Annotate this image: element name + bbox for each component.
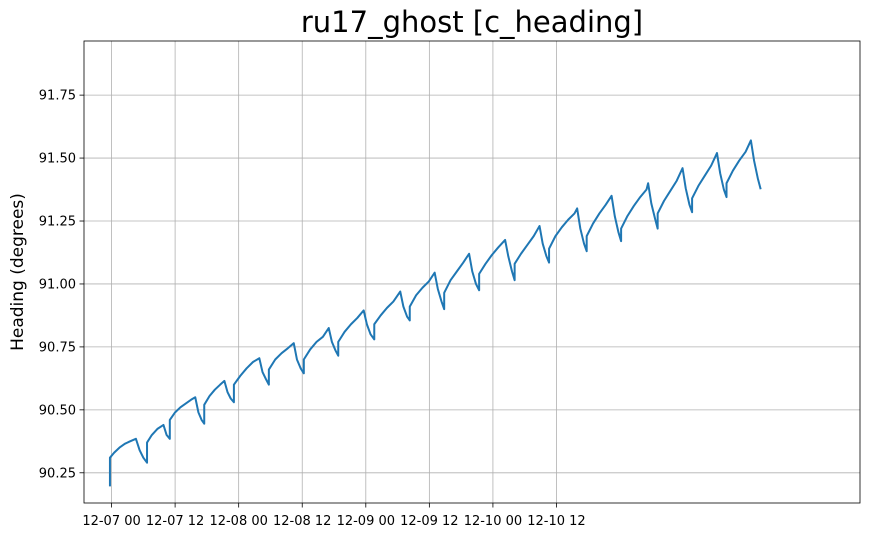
ticks: 12-07 00 12-07 12 12-08 00 12-08 12 12-09 00… <box>39 89 586 529</box>
series-layer <box>108 139 762 487</box>
grid <box>84 41 860 503</box>
y-tick-label: 90.75 <box>39 340 76 355</box>
y-tick-label: 91.50 <box>39 152 76 167</box>
x-tick-label: 12-07 00 <box>82 514 140 529</box>
plot-frame <box>83 40 861 504</box>
x-tick-label: 12-10 12 <box>527 514 585 529</box>
y-axis-title: Heading (degrees) <box>8 193 28 351</box>
y-tick-label: 91.25 <box>39 215 76 230</box>
x-tick-label: 12-09 00 <box>337 514 395 529</box>
chart-title: ru17_ghost [c_heading] <box>301 5 643 39</box>
x-tick-label: 12-10 00 <box>464 514 522 529</box>
y-tick-label: 91.00 <box>39 277 76 292</box>
y-tick-label: 90.25 <box>39 466 76 481</box>
series-line-c_heading <box>108 139 762 487</box>
x-tick-label: 12-08 12 <box>273 514 331 529</box>
x-tick-label: 12-09 12 <box>400 514 458 529</box>
x-tick-label: 12-07 12 <box>146 514 204 529</box>
y-tick-label: 90.50 <box>39 403 76 418</box>
y-tick-label: 91.75 <box>39 89 76 104</box>
x-tick-label: 12-08 00 <box>209 514 267 529</box>
